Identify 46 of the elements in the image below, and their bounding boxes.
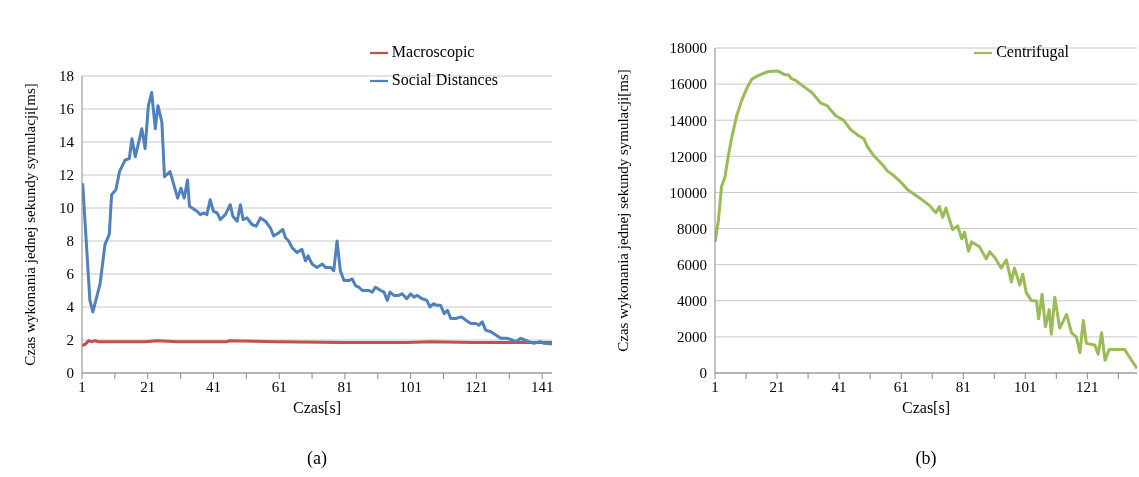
- legend-label: Social Distances: [391, 71, 498, 88]
- y-tick-label: 4000: [677, 293, 707, 310]
- y-tick-label: 8: [66, 233, 74, 250]
- y-tick-label: 4: [66, 299, 75, 316]
- y-tick-label: 6: [66, 266, 75, 283]
- y-tick-label: 10000: [669, 184, 707, 201]
- x-axis-title: Czas[s]: [902, 399, 950, 416]
- x-tick-label: 21: [140, 378, 156, 395]
- y-tick-label: 12: [59, 167, 74, 184]
- y-tick-label: 18000: [669, 40, 707, 57]
- x-tick-label: 1: [78, 378, 86, 395]
- y-axis-title: Czas wykonania jednej sekundy symulacji[ms]: [615, 69, 632, 352]
- x-tick-label: 141: [530, 378, 554, 395]
- x-tick-label: 81: [337, 378, 353, 395]
- x-axis-title: Czas[s]: [293, 399, 341, 416]
- x-tick-label: 61: [893, 378, 909, 395]
- x-tick-label: 101: [1014, 378, 1037, 395]
- y-tick-label: 14: [59, 134, 75, 151]
- legend-label: Centrifugal: [996, 43, 1069, 60]
- y-tick-label: 0: [66, 365, 74, 382]
- y-tick-label: 6000: [677, 256, 707, 273]
- x-tick-label: 1: [711, 378, 719, 395]
- x-tick-label: 121: [1076, 378, 1099, 395]
- y-tick-label: 16000: [669, 76, 707, 93]
- y-tick-label: 18: [59, 68, 74, 85]
- y-tick-label: 0: [699, 365, 707, 382]
- line-series: [82, 91, 552, 346]
- y-tick-label: 14000: [669, 112, 707, 129]
- y-tick-label: 12000: [669, 148, 707, 165]
- line-series: [715, 69, 1137, 370]
- y-tick-label: 16: [59, 101, 75, 118]
- y-tick-label: 10: [59, 200, 74, 217]
- y-tick-label: 2: [66, 332, 74, 349]
- text: (a): [306, 448, 328, 469]
- x-tick-label: 81: [955, 378, 971, 395]
- y-tick-label: 2000: [677, 329, 707, 346]
- x-tick-label: 41: [205, 378, 221, 395]
- text: (b): [914, 448, 938, 469]
- y-axis-title: Czas wykonania jednej sekundy symulacji[ms]: [22, 83, 39, 366]
- x-tick-label: 21: [769, 378, 785, 395]
- y-tick-label: 8000: [677, 220, 707, 237]
- x-tick-label: 121: [465, 378, 488, 395]
- legend-label: Macroscopic: [391, 43, 475, 60]
- x-tick-label: 61: [271, 378, 287, 395]
- x-tick-label: 41: [831, 378, 847, 395]
- x-tick-label: 101: [399, 378, 422, 395]
